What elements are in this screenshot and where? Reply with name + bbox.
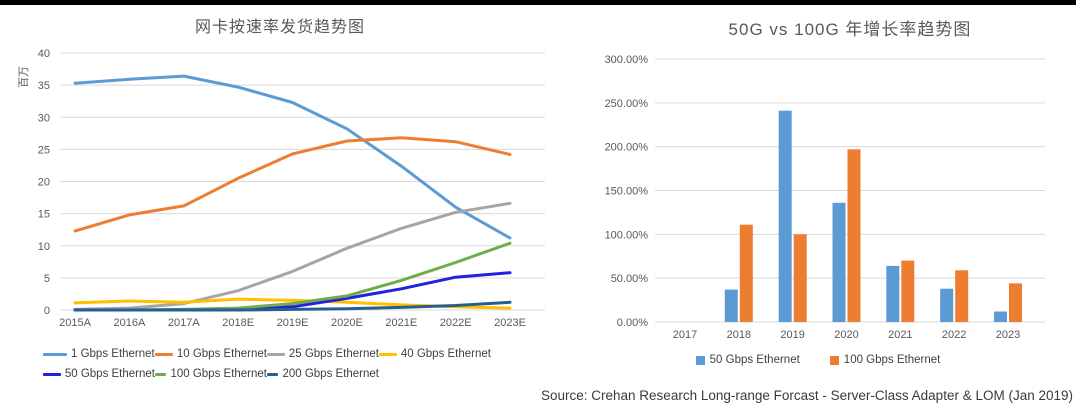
legend-item: 50 Gbps Ethernet bbox=[695, 354, 800, 366]
legend-item: 200 Gbps Ethernet bbox=[267, 368, 379, 380]
bar bbox=[940, 288, 954, 322]
y-axis-label: 百万 bbox=[18, 66, 30, 88]
x-tick-label: 2020 bbox=[834, 329, 858, 341]
legend-label: 1 Gbps Ethernet bbox=[71, 348, 155, 360]
y-tick-label: 50.00% bbox=[611, 273, 649, 285]
x-tick-label: 2017A bbox=[168, 317, 200, 329]
y-tick-label: 20 bbox=[38, 177, 50, 189]
line-chart-plot-area: 0 5 10 15 20 25 30 35 40 百万 2015A 2016A 2017A 2018E 20… bbox=[18, 48, 545, 329]
y-tick-label: 30 bbox=[38, 112, 50, 124]
bar-chart-title: 50G vs 100G 年增长率趋势图 bbox=[728, 20, 972, 39]
line-chart-shipments: 网卡按速率发货趋势图 0 5 10 15 20 25 30 35 40 百万 2015A 2016A 2… bbox=[18, 19, 545, 384]
x-tick-label: 2019E bbox=[277, 317, 309, 329]
x-tick-label: 2018 bbox=[727, 329, 751, 341]
bar-chart-legend: 50 Gbps Ethernet 100 Gbps Ethernet bbox=[560, 354, 1076, 366]
legend-square-swatch bbox=[695, 355, 705, 365]
bar bbox=[832, 202, 846, 322]
legend-item: 50 Gbps Ethernet bbox=[43, 368, 155, 380]
y-tick-label: 15 bbox=[38, 209, 50, 221]
legend-line-swatch bbox=[155, 372, 167, 376]
legend-line-swatch bbox=[379, 352, 397, 356]
y-tick-label: 10 bbox=[38, 241, 50, 253]
legend-row: 1 Gbps Ethernet 10 Gbps Ethernet 25 Gbps E… bbox=[43, 344, 491, 364]
legend-row: 50 Gbps Ethernet 100 Gbps Ethernet 200 Gbp… bbox=[43, 364, 491, 384]
line-chart-title: 网卡按速率发货趋势图 bbox=[194, 19, 365, 36]
legend-line-swatch bbox=[155, 352, 173, 356]
source-note: Source: Crehan Research Long-range Forca… bbox=[541, 388, 1073, 403]
y-tick-label: 300.00% bbox=[605, 54, 649, 66]
legend-item: 25 Gbps Ethernet bbox=[267, 348, 379, 360]
legend-item: 100 Gbps Ethernet bbox=[829, 354, 941, 366]
bar bbox=[1009, 283, 1022, 322]
legend-label: 100 Gbps Ethernet bbox=[170, 368, 267, 380]
y-tick-label: 200.00% bbox=[605, 142, 649, 154]
x-tick-label: 2016A bbox=[113, 317, 145, 329]
legend-item: 100 Gbps Ethernet bbox=[155, 368, 267, 380]
x-tick-label: 2018E bbox=[222, 317, 254, 329]
legend-label: 50 Gbps Ethernet bbox=[709, 354, 800, 366]
y-tick-label: 40 bbox=[38, 48, 50, 60]
y-tick-label: 150.00% bbox=[605, 186, 649, 198]
x-tick-label: 2022 bbox=[942, 329, 966, 341]
series-line bbox=[73, 136, 512, 233]
bar bbox=[955, 270, 969, 322]
y-tick-label: 250.00% bbox=[605, 98, 649, 110]
legend-line-swatch bbox=[43, 352, 67, 356]
y-tick-label: 0.00% bbox=[617, 317, 648, 329]
bar bbox=[724, 289, 738, 322]
x-tick-label: 2023 bbox=[996, 329, 1020, 341]
legend-square-swatch bbox=[829, 355, 839, 365]
legend-label: 10 Gbps Ethernet bbox=[176, 348, 267, 360]
legend-line-swatch bbox=[267, 372, 279, 376]
series-line bbox=[73, 201, 512, 311]
x-tick-label: 2019 bbox=[780, 329, 804, 341]
y-tick-label: 25 bbox=[38, 144, 50, 156]
top-black-border bbox=[0, 0, 1076, 5]
legend-label: 25 Gbps Ethernet bbox=[288, 348, 379, 360]
legend-line-swatch bbox=[267, 352, 285, 356]
y-tick-label: 100.00% bbox=[605, 229, 649, 241]
bar bbox=[901, 260, 915, 322]
legend-label: 200 Gbps Ethernet bbox=[282, 368, 379, 380]
legend-item: 40 Gbps Ethernet bbox=[379, 348, 491, 360]
x-tick-label: 2020E bbox=[331, 317, 363, 329]
bar bbox=[847, 149, 861, 322]
bar bbox=[994, 311, 1007, 322]
legend-item: 1 Gbps Ethernet bbox=[43, 348, 155, 360]
x-tick-label: 2017 bbox=[673, 329, 697, 341]
line-chart-legend: 1 Gbps Ethernet 10 Gbps Ethernet 25 Gbps E… bbox=[43, 344, 491, 384]
legend-item: 10 Gbps Ethernet bbox=[155, 348, 267, 360]
series-line bbox=[73, 74, 512, 240]
bar-chart-growth: 50G vs 100G 年增长率趋势图 0.00% 50.00% 100.00% 15… bbox=[560, 0, 1076, 412]
bar-chart-plot-area: 0.00% 50.00% 100.00% 150.00% 200.00% 250.00% 3… bbox=[605, 54, 1045, 341]
bar bbox=[778, 110, 792, 322]
bar bbox=[793, 234, 807, 322]
bar bbox=[739, 224, 753, 322]
y-tick-label: 35 bbox=[38, 80, 50, 92]
bar bbox=[886, 265, 900, 322]
legend-line-swatch bbox=[43, 372, 61, 376]
x-tick-label: 2015A bbox=[59, 317, 91, 329]
x-tick-label: 2023E bbox=[494, 317, 526, 329]
legend-label: 100 Gbps Ethernet bbox=[843, 354, 941, 366]
x-tick-label: 2022E bbox=[440, 317, 472, 329]
x-tick-label: 2021 bbox=[888, 329, 912, 341]
series-line bbox=[73, 300, 512, 312]
x-tick-label: 2021E bbox=[385, 317, 417, 329]
y-tick-label: 0 bbox=[44, 305, 50, 317]
legend-label: 50 Gbps Ethernet bbox=[64, 368, 155, 380]
y-tick-label: 5 bbox=[44, 273, 50, 285]
legend-label: 40 Gbps Ethernet bbox=[400, 348, 491, 360]
